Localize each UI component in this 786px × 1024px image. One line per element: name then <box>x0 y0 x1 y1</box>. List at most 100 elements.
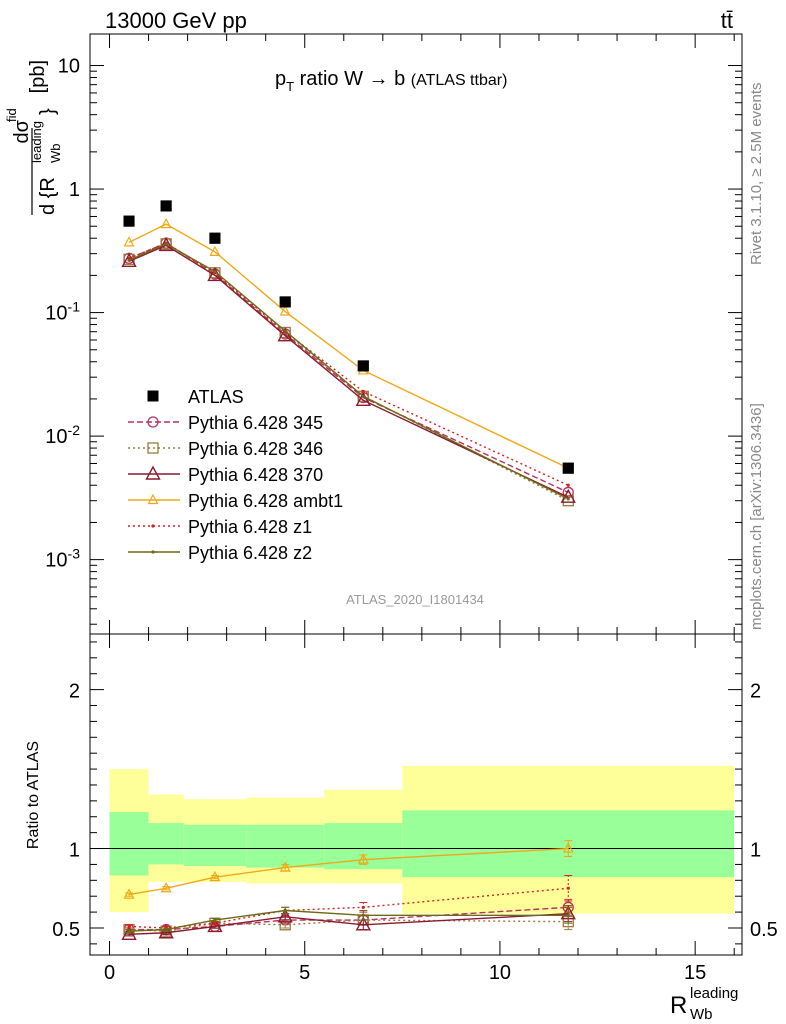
chart-title: pT ratio W → b (ATLAS ttbar) <box>275 68 507 94</box>
legend-pythia-6-428-346-label: Pythia 6.428 346 <box>188 439 323 459</box>
ratio-pythia-6-428-z2-point <box>127 929 131 933</box>
legend-atlas-label: ATLAS <box>188 387 244 407</box>
x-label-sup: leading <box>690 985 738 1002</box>
main-y-tick-label: 10-2 <box>45 422 80 448</box>
x-label-sub: Wb <box>690 1006 713 1023</box>
ratio-pythia-6-428-z2-point <box>213 918 217 922</box>
legend-pythia-6-428-z2-marker <box>151 550 155 554</box>
ratio-y-tick-label-right: 2 <box>750 681 761 703</box>
ratio-pythia-6-428-z2-point <box>361 913 365 917</box>
series-pythia-6-428-z2-line <box>128 243 569 500</box>
ratio-pythia-6-428-370-point <box>158 924 174 939</box>
ratio-y-axis-label: Ratio to ATLAS <box>25 741 42 849</box>
main-y-label-num-sup: fid <box>4 108 19 122</box>
data-point-atlas <box>357 360 369 372</box>
series-pythia-6-428-z1-point <box>566 483 570 487</box>
main-y-label-unit: [pb] <box>27 60 49 93</box>
series-pythia-6-428-z2-point <box>213 269 217 274</box>
series-pythia-6-428-z2-point <box>283 329 287 333</box>
ratio-pythia-6-428-ambt1-line <box>128 847 569 896</box>
ratio-pythia-6-428-ambt1-point <box>357 853 369 864</box>
x-tick-label: 5 <box>299 962 310 984</box>
ratio-pythia-6-428-z2-point <box>164 927 168 932</box>
main-y-label-numerator: dσ <box>11 119 33 143</box>
main-y-label-den-end: } <box>37 108 59 115</box>
ratio-y-label-text: Ratio to ATLAS <box>25 741 42 849</box>
header-process: 13000 GeV pp <box>105 8 247 33</box>
series-pythia-6-428-ambt1-point <box>123 236 135 247</box>
legend-pythia-6-428-ambt1-marker <box>147 493 159 505</box>
series-pythia-6-428-370-point <box>277 327 293 342</box>
series-pythia-6-428-370-point <box>560 488 576 503</box>
ratio-pythia-6-428-z2-point <box>283 908 287 913</box>
ratio-pythia-6-428-z1-point <box>361 905 365 909</box>
ratio-y-tick-label-left: 2 <box>69 681 80 703</box>
ratio-pythia-6-428-346-line <box>129 919 569 932</box>
series-pythia-6-428-370-point <box>355 391 371 406</box>
series-pythia-6-428-z2-point <box>566 497 570 501</box>
series-pythia-6-428-z2-point <box>361 394 365 398</box>
ratio-pythia-6-428-ambt1-point <box>279 861 291 872</box>
legend-pythia-6-428-370-label: Pythia 6.428 370 <box>188 465 323 485</box>
series-pythia-6-428-ambt1-line <box>128 223 569 469</box>
legend-pythia-6-428-346-marker <box>147 442 159 454</box>
ratio-band-inner <box>109 811 149 876</box>
x-label-main: R <box>670 992 687 1019</box>
x-tick-label: 0 <box>104 962 115 984</box>
ratio-pythia-6-428-z2-line <box>129 909 569 932</box>
data-point-atlas <box>279 296 291 308</box>
main-y-tick-label: 10-3 <box>45 546 80 572</box>
ratio-panel: 0.5 0.5 1 1 2 2 0 5 10 15 <box>52 633 778 984</box>
ratio-y-tick-label-right: 1 <box>750 840 761 862</box>
series-pythia-6-428-370-line <box>128 244 569 498</box>
ratio-pythia-6-428-370-point <box>207 917 223 933</box>
ratio-pythia-6-428-370-point <box>355 916 371 931</box>
ratio-band-inner <box>246 824 325 868</box>
ratio-pythia-6-428-z1-point <box>213 921 217 925</box>
ratio-y-tick-label-left: 1 <box>69 840 80 862</box>
ratio-pythia-6-428-370-line <box>129 912 569 936</box>
series-pythia-6-428-z1-point <box>361 389 365 394</box>
series-pythia-6-428-z2-point <box>127 258 131 262</box>
legend-pythia-6-428-345-label: Pythia 6.428 345 <box>188 413 323 433</box>
legend-pythia-6-428-345-marker <box>147 416 159 428</box>
series-pythia-6-428-370-point <box>121 252 137 268</box>
main-y-tick-label: 10-1 <box>45 299 80 325</box>
legend-pythia-6-428-ambt1-label: Pythia 6.428 ambt1 <box>188 491 343 511</box>
series-pythia-6-428-z2-point <box>164 242 168 246</box>
legend-pythia-6-428-z1-marker <box>151 524 155 528</box>
main-y-tick-label: 1 <box>69 179 80 201</box>
ratio-pythia-6-428-370-point <box>121 925 137 941</box>
mcplots-label: mcplots.cern.ch [arXiv:1306.3436] <box>748 403 765 630</box>
main-y-label-denominator: d {R <box>37 177 59 215</box>
header-final-state: tt̄ <box>721 8 733 33</box>
ratio-pythia-6-428-ambt1-point <box>562 842 574 853</box>
data-point-atlas <box>123 215 135 227</box>
main-y-tick-label: 10 <box>58 56 80 78</box>
ratio-pythia-6-428-ambt1-point <box>160 881 172 893</box>
rivet-version-label: Rivet 3.1.10, ≥ 2.5M events <box>748 83 765 266</box>
ratio-pythia-6-428-z1-line <box>129 887 569 929</box>
x-tick-label: 15 <box>684 962 706 984</box>
ratio-pythia-6-428-z1-point <box>127 924 131 928</box>
analysis-watermark: ATLAS_2020_I1801434 <box>346 592 484 607</box>
ratio-pythia-6-428-z1-point <box>566 886 570 890</box>
legend-atlas-marker <box>147 390 159 402</box>
ratio-y-tick-label-left: 0.5 <box>52 919 80 941</box>
data-point-atlas <box>209 232 221 244</box>
ratio-band-inner <box>148 823 184 865</box>
legend-pythia-6-428-370-marker <box>145 465 161 480</box>
legend-pythia-6-428-z2-label: Pythia 6.428 z2 <box>188 543 312 563</box>
main-panel: 10 1 10-1 10-2 10-3 pT ratio W → b (ATLAS ttb… <box>45 33 743 635</box>
ratio-pythia-6-428-ambt1-point <box>209 870 221 882</box>
legend-pythia-6-428-z1-label: Pythia 6.428 z1 <box>188 517 312 537</box>
data-point-atlas <box>160 200 172 212</box>
ratio-y-tick-label-right: 0.5 <box>750 919 778 941</box>
x-tick-label: 10 <box>489 962 511 984</box>
main-y-label-den-sub: Wb <box>48 144 63 164</box>
main-y-label-den-sup: leading <box>29 121 44 163</box>
